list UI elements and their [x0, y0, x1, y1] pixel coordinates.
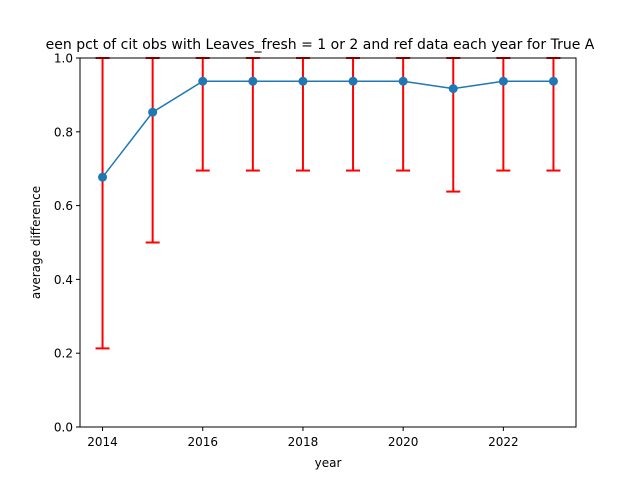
data-point [148, 107, 158, 117]
x-tick-label: 2018 [288, 435, 319, 449]
data-point [98, 172, 108, 182]
series [98, 76, 558, 182]
data-point [298, 76, 308, 86]
data-point [448, 84, 458, 94]
x-axis-label: year [315, 456, 342, 470]
x-tick-label: 2022 [488, 435, 519, 449]
y-tick-label: 1.0 [54, 52, 73, 66]
data-point [498, 76, 508, 86]
data-point [548, 76, 558, 86]
y-tick-label: 0.8 [54, 125, 73, 139]
y-tick-label: 0.2 [54, 347, 73, 361]
data-point [198, 76, 208, 86]
x-tick-label: 2020 [388, 435, 419, 449]
y-tick-label: 0.0 [54, 421, 73, 435]
y-axis-label: average difference [29, 186, 43, 299]
y-tick-label: 0.4 [54, 273, 73, 287]
x-tick-label: 2014 [87, 435, 118, 449]
x-tick-label: 2016 [187, 435, 218, 449]
y-axis: 0.0 0.2 0.4 0.6 0.8 1.0 [54, 52, 80, 435]
data-point [248, 76, 258, 86]
plot-frame [79, 57, 577, 428]
chart-title: een pct of cit obs with Leaves_fresh = 1… [46, 37, 595, 53]
data-point [398, 76, 408, 86]
data-point [348, 76, 358, 86]
series-line [101, 80, 554, 178]
y-tick-label: 0.6 [54, 199, 73, 213]
x-axis: 2014 2016 2018 2020 2022 [87, 427, 519, 449]
